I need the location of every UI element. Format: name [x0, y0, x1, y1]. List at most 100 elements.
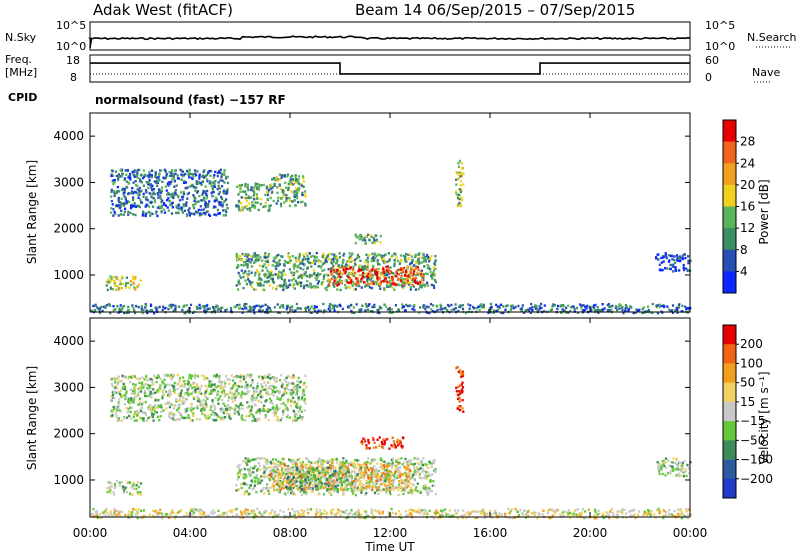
heatmap-cell: [254, 398, 256, 400]
heatmap-cell: [368, 239, 370, 241]
heatmap-cell: [415, 489, 417, 491]
heatmap-cell: [433, 266, 435, 268]
heatmap-cell: [376, 240, 378, 242]
heatmap-cell: [274, 391, 276, 393]
heatmap-cell: [122, 486, 124, 488]
heatmap-cell: [242, 287, 244, 289]
heatmap-cell: [291, 399, 293, 401]
heatmap-cell: [298, 281, 300, 283]
heatmap-cell: [247, 266, 249, 268]
heatmap-cell: [428, 306, 430, 308]
heatmap-cell: [422, 464, 424, 466]
heatmap-cell: [177, 211, 179, 213]
heatmap-cell: [131, 392, 133, 394]
heatmap-cell: [118, 197, 120, 199]
heatmap-cell: [303, 382, 305, 384]
heatmap-cell: [430, 303, 432, 305]
heatmap-cell: [150, 387, 152, 389]
heatmap-cell: [211, 182, 213, 184]
heatmap-cell: [165, 403, 167, 405]
heatmap-cell: [455, 303, 457, 305]
heatmap-cell: [260, 401, 262, 403]
heatmap-cell: [126, 491, 128, 493]
heatmap-cell: [264, 256, 266, 258]
heatmap-cell: [461, 162, 463, 164]
heatmap-cell: [193, 186, 195, 188]
heatmap-cell: [352, 260, 354, 262]
heatmap-cell: [252, 387, 254, 389]
heatmap-cell: [440, 306, 442, 308]
heatmap-cell: [146, 181, 148, 183]
heatmap-cell: [229, 406, 231, 408]
heatmap-cell: [483, 306, 485, 308]
heatmap-cell: [273, 462, 275, 464]
heatmap-cell: [353, 306, 355, 308]
heatmap-cell: [155, 211, 157, 213]
heatmap-cell: [232, 386, 234, 388]
heatmap-cell: [211, 400, 213, 402]
heatmap-cell: [136, 394, 138, 396]
heatmap-cell: [239, 404, 241, 406]
heatmap-cell: [293, 267, 295, 269]
heatmap-cell: [187, 388, 189, 390]
heatmap-cell: [248, 487, 250, 489]
heatmap-cell: [515, 306, 517, 308]
heatmap-region: [235, 183, 272, 212]
heatmap-cell: [238, 471, 240, 473]
heatmap-cell: [124, 394, 126, 396]
heatmap-cell: [329, 460, 331, 462]
heatmap-cell: [270, 473, 272, 475]
heatmap-cell: [429, 474, 431, 476]
heatmap-cell: [270, 187, 272, 189]
heatmap-cell: [213, 405, 215, 407]
heatmap-cell: [460, 205, 462, 207]
heatmap-cell: [423, 265, 425, 267]
heatmap-cell: [673, 259, 675, 261]
heatmap-cell: [125, 186, 127, 188]
heatmap-cell: [186, 304, 188, 306]
heatmap-cell: [119, 204, 121, 206]
heatmap-cell: [243, 261, 245, 263]
heatmap-cell: [407, 282, 409, 284]
heatmap-cell: [203, 403, 205, 405]
heatmap-cell: [330, 492, 332, 494]
heatmap-cell: [251, 480, 253, 482]
heatmap-cell: [233, 376, 235, 378]
heatmap-cell: [177, 418, 179, 420]
colorbar-segment: [723, 163, 736, 185]
heatmap-cell: [197, 375, 199, 377]
heatmap-cell: [360, 474, 362, 476]
heatmap-cell: [207, 414, 209, 416]
heatmap-cell: [652, 303, 654, 305]
heatmap-cell: [117, 205, 119, 207]
heatmap-cell: [687, 255, 689, 257]
heatmap-cell: [418, 474, 420, 476]
heatmap-cell: [292, 419, 294, 421]
heatmap-cell: [159, 195, 161, 197]
heatmap-cell: [160, 192, 162, 194]
heatmap-cell: [293, 410, 295, 412]
heatmap-cell: [156, 381, 158, 383]
heatmap-cell: [279, 491, 281, 493]
heatmap-cell: [437, 309, 439, 311]
heatmap-cell: [221, 198, 223, 200]
heatmap-cell: [400, 260, 402, 262]
heatmap-cell: [312, 484, 314, 486]
heatmap-cell: [238, 413, 240, 415]
heatmap-cell: [162, 391, 164, 393]
heatmap-cell: [389, 284, 391, 286]
heatmap-cell: [132, 278, 134, 280]
heatmap-cell: [666, 305, 668, 307]
heatmap-cell: [217, 175, 219, 177]
nave-tick-bottom: 0: [705, 71, 712, 84]
heatmap-cell: [220, 410, 222, 412]
heatmap-cell: [111, 410, 113, 412]
heatmap-cell: [266, 483, 268, 485]
heatmap-cell: [243, 305, 245, 307]
heatmap-cell: [114, 486, 116, 488]
heatmap-cell: [304, 274, 306, 276]
heatmap-cell: [402, 271, 404, 273]
heatmap-cell: [212, 195, 214, 197]
heatmap-cell: [265, 414, 267, 416]
heatmap-cell: [343, 465, 345, 467]
